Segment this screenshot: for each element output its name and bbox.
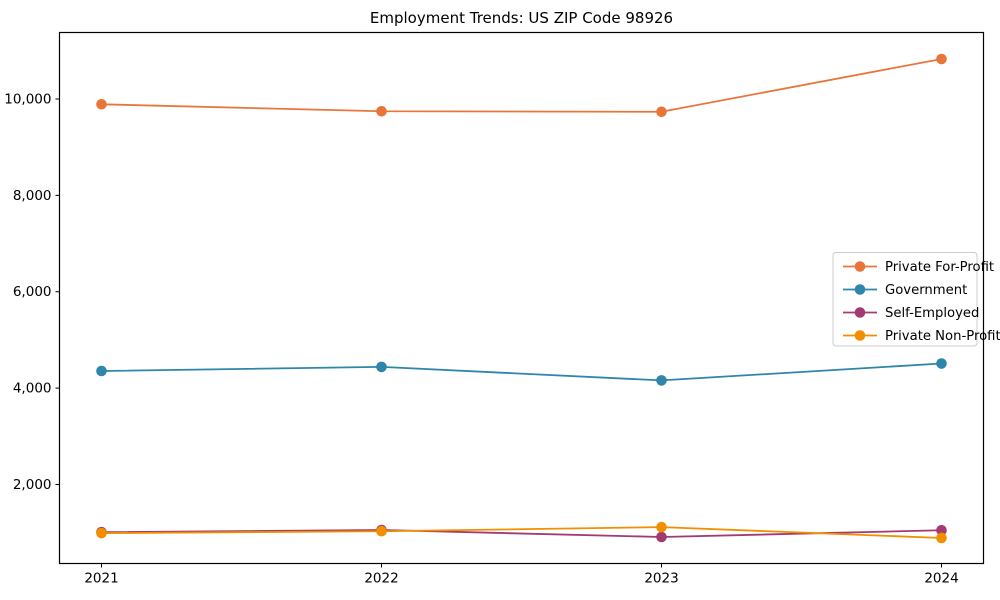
series-marker-government <box>376 361 387 373</box>
series-line-private-for-profit <box>101 58 942 113</box>
plot-border <box>58 31 985 565</box>
y-tick-label: 10,000 <box>4 91 51 107</box>
legend-label-government: Government <box>885 283 967 298</box>
legend-label-private-non-profit: Private Non-Profit <box>885 329 1000 344</box>
legend-marker-self-employed <box>854 307 866 318</box>
series-marker-private-for-profit <box>656 106 667 118</box>
series-marker-government <box>96 365 107 377</box>
series-marker-government <box>936 358 947 369</box>
x-tick-label: 2024 <box>924 571 958 587</box>
series-marker-self-employed <box>936 524 947 536</box>
series-line-private-non-profit <box>101 526 942 539</box>
series-marker-self-employed <box>656 531 667 543</box>
legend-marker-government <box>854 284 866 295</box>
x-tick-label: 2023 <box>644 571 678 587</box>
series-marker-private-non-profit <box>96 527 107 539</box>
legend-marker-private-non-profit <box>854 330 866 341</box>
y-tick-label: 6,000 <box>13 284 52 300</box>
series-marker-private-non-profit <box>936 532 947 544</box>
legend-box <box>832 252 978 347</box>
series-marker-government <box>656 375 667 386</box>
legend-marker-private-for-profit <box>854 261 866 272</box>
x-tick-label: 2021 <box>84 571 118 587</box>
x-tick-label: 2022 <box>364 571 398 587</box>
series-marker-private-for-profit <box>96 98 107 110</box>
series-marker-private-for-profit <box>936 53 947 65</box>
series-marker-private-for-profit <box>376 105 387 117</box>
y-tick-label: 4,000 <box>13 381 52 397</box>
series-line-self-employed <box>101 529 942 538</box>
series-marker-private-non-profit <box>376 525 387 537</box>
series-line-government <box>101 362 942 382</box>
y-tick-label: 8,000 <box>13 188 52 204</box>
y-tick-label: 2,000 <box>13 477 52 493</box>
legend-label-private-for-profit: Private For-Profit <box>885 260 994 275</box>
series-marker-private-non-profit <box>656 521 667 533</box>
chart-title: Employment Trends: US ZIP Code 98926 <box>369 9 674 27</box>
legend-label-self-employed: Self-Employed <box>885 306 979 321</box>
